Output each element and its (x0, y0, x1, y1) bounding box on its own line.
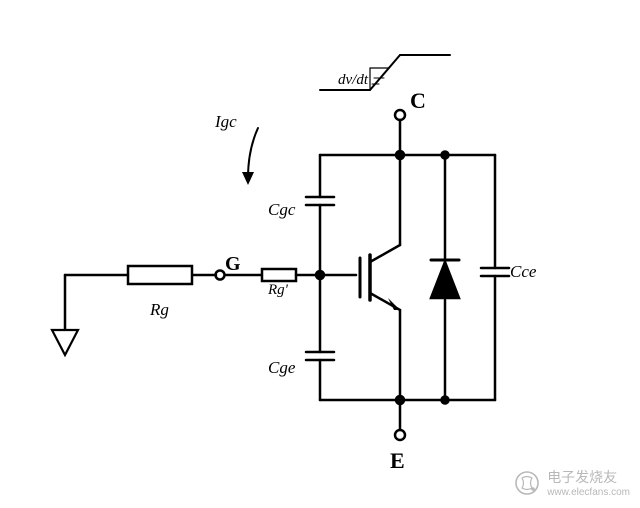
igc-arrow (242, 128, 258, 185)
label-terminal-c: C (410, 88, 426, 114)
watermark-url: www.elecfans.com (547, 487, 630, 498)
label-cce: Cce (510, 262, 536, 282)
ground-symbol (52, 330, 78, 355)
watermark: 电子发烧友 www.elecfans.com (513, 467, 630, 498)
label-igc: Igc (215, 112, 237, 132)
label-cge: Cge (268, 358, 295, 378)
label-terminal-g: G (225, 253, 241, 276)
terminal-e-node (395, 430, 405, 440)
igbt-transistor (320, 155, 400, 400)
label-rg-prime: Rg' (268, 282, 288, 299)
label-terminal-e: E (390, 448, 405, 474)
terminal-c-node (395, 110, 405, 120)
label-rg: Rg (150, 300, 169, 320)
circuit-diagram (0, 0, 640, 508)
label-dvdt: dv/dt (338, 72, 368, 89)
watermark-text: 电子发烧友 (547, 467, 630, 487)
resistor-rg-prime (262, 269, 296, 281)
label-cgc: Cgc (268, 200, 295, 220)
elecfans-logo-icon (513, 469, 541, 497)
body-diode (431, 155, 459, 400)
resistor-rg (128, 266, 192, 284)
